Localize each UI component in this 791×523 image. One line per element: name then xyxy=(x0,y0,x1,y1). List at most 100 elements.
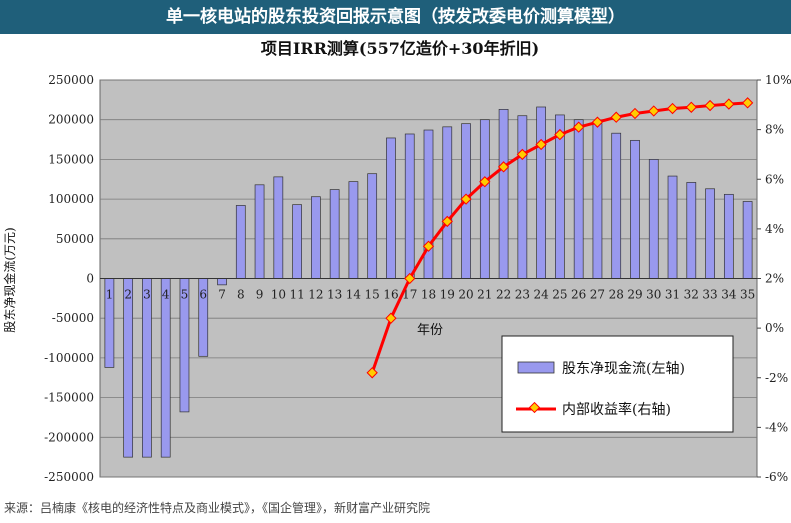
x-tick-label: 27 xyxy=(590,288,605,302)
x-tick-label: 7 xyxy=(218,288,226,302)
irr-point xyxy=(573,121,585,133)
y-tick-label: -200000 xyxy=(44,430,94,444)
y2-tick-label: 2% xyxy=(765,272,784,286)
irr-chart: 项目IRR测算(557亿造价+30年折旧) 250000200000150000… xyxy=(2,39,791,484)
irr-point xyxy=(554,128,566,141)
x-tick-label: 34 xyxy=(721,288,737,302)
x-tick-label: 22 xyxy=(496,288,511,302)
x-tick-label: 30 xyxy=(646,288,661,302)
x-tick-label: 20 xyxy=(458,288,473,302)
x-tick-label: 33 xyxy=(702,288,717,302)
irr-point xyxy=(479,176,491,188)
bar xyxy=(329,189,340,279)
bar xyxy=(386,137,396,279)
bar xyxy=(648,159,659,279)
x-tick-label: 32 xyxy=(684,288,699,302)
irr-point xyxy=(591,116,604,128)
y2-tick-label: 0% xyxy=(765,321,784,335)
bar xyxy=(686,182,697,279)
y-tick-label: -150000 xyxy=(44,391,94,405)
x-tick-label: 29 xyxy=(627,288,642,302)
irr-point xyxy=(648,105,660,117)
bar xyxy=(292,204,302,279)
y-tick-label: 150000 xyxy=(48,152,94,166)
bar xyxy=(217,278,227,286)
bar xyxy=(723,193,734,279)
x-tick-label: 25 xyxy=(552,288,567,302)
y-tick-label: 50000 xyxy=(56,232,94,246)
irr-point xyxy=(497,161,510,173)
legend-bar-swatch xyxy=(517,361,555,374)
irr-point xyxy=(704,99,716,112)
legend-bar-label: 股东净现金流(左轴) xyxy=(562,361,685,377)
y-tick-label: 100000 xyxy=(48,192,94,206)
x-tick-label: 1 xyxy=(106,288,114,302)
x-axis-label: 年份 xyxy=(417,323,443,338)
y-axis-label: 股东净现金流(万元) xyxy=(2,227,17,332)
bar xyxy=(573,119,584,279)
y-tick-label: -100000 xyxy=(44,351,94,365)
bar xyxy=(367,173,378,279)
irr-point xyxy=(685,101,697,113)
x-tick-label: 26 xyxy=(571,288,586,302)
x-tick-label: 6 xyxy=(199,288,207,302)
y2-tick-label: 4% xyxy=(765,222,784,236)
bar xyxy=(254,184,265,279)
y2-tick-label: 6% xyxy=(765,172,784,186)
x-tick-label: 11 xyxy=(289,288,304,302)
chart-title: 项目IRR测算(557亿造价+30年折旧) xyxy=(261,39,539,58)
y2-tick-label: -6% xyxy=(765,470,788,484)
legend-line-marker xyxy=(528,401,541,414)
bar xyxy=(705,188,715,279)
y2-tick-label: -2% xyxy=(765,371,788,385)
x-tick-label: 14 xyxy=(346,288,362,302)
x-tick-label: 18 xyxy=(421,288,436,302)
x-tick-label: 13 xyxy=(327,288,342,302)
x-tick-label: 15 xyxy=(365,288,380,302)
y-tick-label: 200000 xyxy=(48,113,94,127)
bar xyxy=(273,176,284,279)
bar xyxy=(348,181,359,279)
irr-point xyxy=(629,107,641,120)
y2-tick-label: 10% xyxy=(765,73,791,87)
x-tick-label: 4 xyxy=(162,288,170,302)
bar xyxy=(404,133,415,279)
bar xyxy=(517,115,528,279)
x-tick-label: 31 xyxy=(665,288,680,302)
bar xyxy=(160,278,171,458)
x-tick-label: 23 xyxy=(515,288,530,302)
irr-point xyxy=(723,98,735,110)
x-tick-label: 8 xyxy=(237,288,245,302)
y2-tick-label: -4% xyxy=(765,420,788,434)
bar xyxy=(592,123,603,279)
irr-point xyxy=(535,138,547,151)
bar xyxy=(442,126,453,279)
y2-tick-label: 8% xyxy=(765,123,784,137)
x-tick-label: 35 xyxy=(740,288,755,302)
irr-point xyxy=(666,102,679,115)
legend-line-label: 内部收益率(右轴) xyxy=(562,401,671,418)
irr-point xyxy=(366,367,378,379)
bar xyxy=(536,106,546,279)
bar xyxy=(611,132,622,279)
x-tick-label: 2 xyxy=(124,288,132,302)
x-tick-label: 9 xyxy=(256,288,264,302)
y-tick-label: 250000 xyxy=(48,73,94,87)
legend-box xyxy=(501,335,734,433)
x-tick-label: 5 xyxy=(181,288,189,302)
y-tick-label: 0 xyxy=(86,272,94,286)
irr-point xyxy=(441,215,453,228)
irr-point xyxy=(516,148,529,161)
legend: 股东净现金流(左轴) 内部收益率(右轴) xyxy=(501,335,734,433)
bar xyxy=(742,201,753,279)
x-tick-label: 28 xyxy=(609,288,624,302)
x-tick-label: 10 xyxy=(271,288,286,302)
bar xyxy=(479,119,490,279)
irr-point xyxy=(422,240,435,252)
bar xyxy=(667,175,678,279)
bar xyxy=(235,205,246,279)
x-tick-label: 17 xyxy=(402,288,417,302)
irr-point xyxy=(460,193,472,205)
x-tick-label: 24 xyxy=(533,288,549,302)
source-note: 来源：吕楠康《核电的经济性特点及商业模式》，《国企管理》，新财富产业研究院 xyxy=(4,501,431,515)
